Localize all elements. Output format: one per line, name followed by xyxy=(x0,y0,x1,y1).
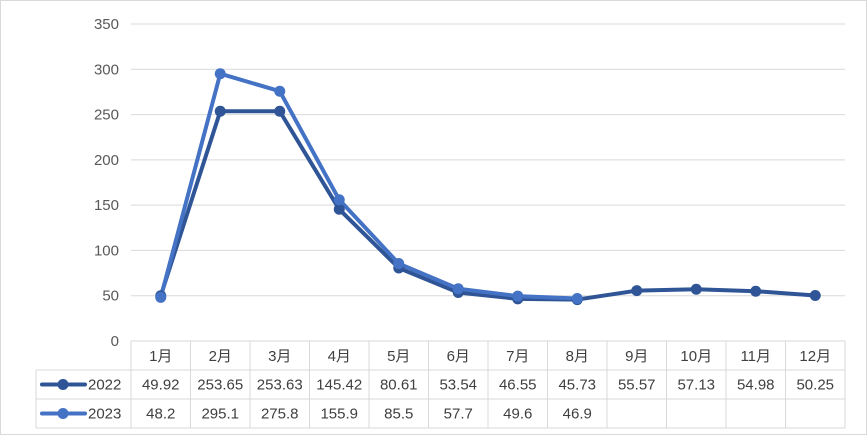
data-cell: 295.1 xyxy=(201,406,239,423)
y-tick-label: 300 xyxy=(94,61,119,78)
data-point-2022 xyxy=(631,285,643,297)
y-tick-label: 350 xyxy=(94,16,119,33)
series-line-2022 xyxy=(158,109,818,302)
data-cell: 54.98 xyxy=(737,377,775,394)
category-label: 8月 xyxy=(566,348,589,365)
data-cell: 145.42 xyxy=(316,377,362,394)
data-cell: 49.6 xyxy=(503,406,532,423)
category-label: 7月 xyxy=(506,348,529,365)
gridlines xyxy=(131,23,845,297)
data-cell: 155.9 xyxy=(320,406,358,423)
data-point-2022 xyxy=(809,289,821,301)
data-point-2023 xyxy=(452,283,464,295)
category-label: 9月 xyxy=(625,348,648,365)
y-tick-label: 200 xyxy=(94,152,119,169)
category-label: 11月 xyxy=(740,348,771,365)
series-lines xyxy=(155,68,821,306)
data-point-2022 xyxy=(333,203,345,215)
data-cell: 53.54 xyxy=(439,377,477,394)
data-cell: 57.13 xyxy=(677,377,715,394)
data-cell: 85.5 xyxy=(384,406,413,423)
y-tick-label: 0 xyxy=(111,333,119,350)
series-line-2023 xyxy=(158,71,580,301)
category-label: 5月 xyxy=(387,348,410,365)
category-label: 3月 xyxy=(268,348,291,365)
data-point-2023 xyxy=(155,291,167,303)
legend-series-name: 2022 xyxy=(88,377,121,394)
data-cell: 49.92 xyxy=(142,377,180,394)
y-tick-label: 100 xyxy=(94,242,119,259)
data-cell: 253.65 xyxy=(197,377,243,394)
data-cell: 48.2 xyxy=(146,406,175,423)
category-label: 12月 xyxy=(799,348,831,365)
data-point-2023 xyxy=(274,85,286,97)
data-cell: 45.73 xyxy=(558,377,596,394)
data-cell: 57.7 xyxy=(444,406,473,423)
data-cell: 46.55 xyxy=(499,377,537,394)
data-point-2023 xyxy=(214,68,226,80)
y-tick-label: 150 xyxy=(94,197,119,214)
y-tick-label: 50 xyxy=(102,288,119,305)
legend-key-marker xyxy=(57,408,69,419)
category-label: 1月 xyxy=(149,348,172,365)
y-tick-label: 250 xyxy=(94,107,119,124)
data-point-2022 xyxy=(214,105,226,117)
data-point-2022 xyxy=(750,285,762,297)
category-label: 10月 xyxy=(680,348,712,365)
y-axis: 0 50 100 150 200 250 300 350 xyxy=(94,16,119,350)
data-cell: 46.9 xyxy=(563,406,592,423)
data-cell: 80.61 xyxy=(380,377,418,394)
data-point-2023 xyxy=(512,290,524,302)
data-cell: 253.63 xyxy=(257,377,303,394)
category-label: 4月 xyxy=(328,348,351,365)
data-cell: 55.57 xyxy=(618,377,656,394)
data-point-2023 xyxy=(333,194,345,206)
data-point-2022 xyxy=(274,105,286,117)
data-point-2022 xyxy=(690,283,702,295)
data-point-2023 xyxy=(571,293,583,305)
category-label: 6月 xyxy=(447,348,470,365)
legend-key-marker xyxy=(57,379,69,390)
data-cell: 50.25 xyxy=(796,377,834,394)
data-cell: 275.8 xyxy=(261,406,299,423)
data-point-2023 xyxy=(393,258,405,270)
data-table: 1月 2月 3月 4月 5月 6月 7月 8月 9月 10月 11月 12月 2022 49.92 253.… xyxy=(35,340,846,429)
category-label: 2月 xyxy=(209,348,232,365)
legend-series-name: 2023 xyxy=(88,406,121,423)
